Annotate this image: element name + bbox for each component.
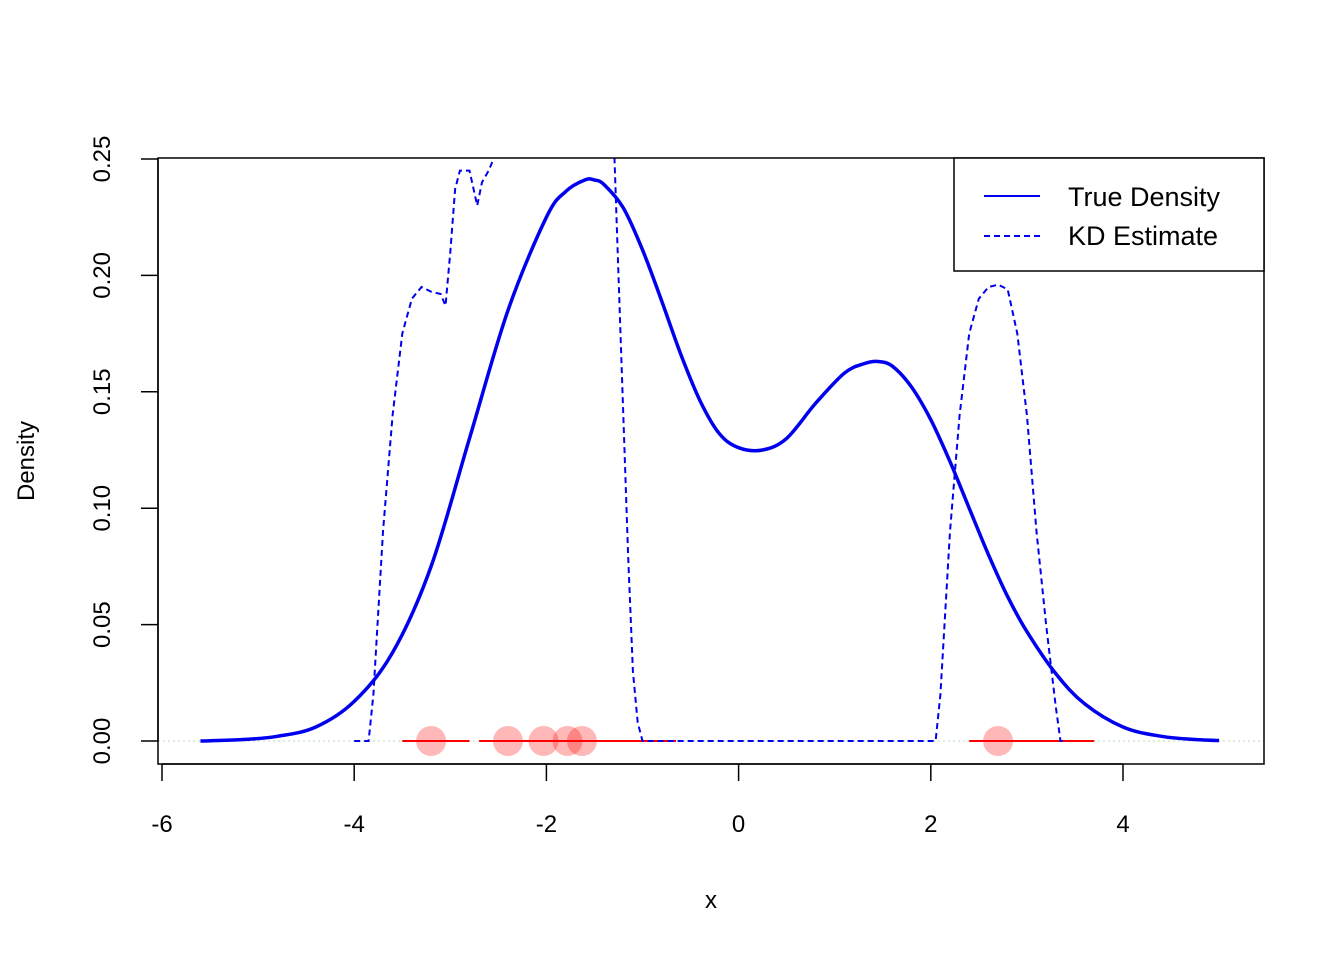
sample-point-1	[492, 726, 523, 756]
sample-point-5	[983, 726, 1014, 756]
x-tick-label: -2	[536, 811, 557, 838]
sample-point-4	[566, 726, 597, 756]
true-density-line	[200, 177, 1220, 743]
y-tick-label: 0.25	[89, 136, 116, 183]
legend: True Density KD Estimate	[953, 157, 1265, 272]
x-tick-label: 0	[732, 811, 745, 838]
y-axis-label: Density	[13, 421, 40, 501]
sample-point-3	[552, 726, 583, 756]
sample-point-2	[528, 726, 559, 756]
y-tick-label: 0.20	[89, 252, 116, 299]
x-axis-label: x	[705, 887, 717, 914]
x-tick-label: -4	[344, 811, 365, 838]
y-tick-label: 0.10	[89, 485, 116, 532]
x-tick-label: 2	[924, 811, 937, 838]
x-axis: -6 -4 -2 0 2 4	[151, 763, 1130, 838]
x-tick-label: 4	[1116, 811, 1129, 838]
y-tick-label: 0.15	[89, 368, 116, 415]
legend-label-true-density: True Density	[1068, 182, 1221, 212]
y-tick-label: 0.05	[89, 601, 116, 648]
y-axis: 0.00 0.05 0.10 0.15 0.20 0.25	[89, 136, 159, 765]
y-tick-label: 0.00	[89, 718, 116, 765]
x-tick-label: -6	[151, 811, 172, 838]
sample-point-0	[416, 726, 447, 756]
legend-box	[953, 157, 1265, 272]
data-layer	[200, 158, 1220, 756]
legend-label-kd-estimate: KD Estimate	[1068, 221, 1218, 251]
